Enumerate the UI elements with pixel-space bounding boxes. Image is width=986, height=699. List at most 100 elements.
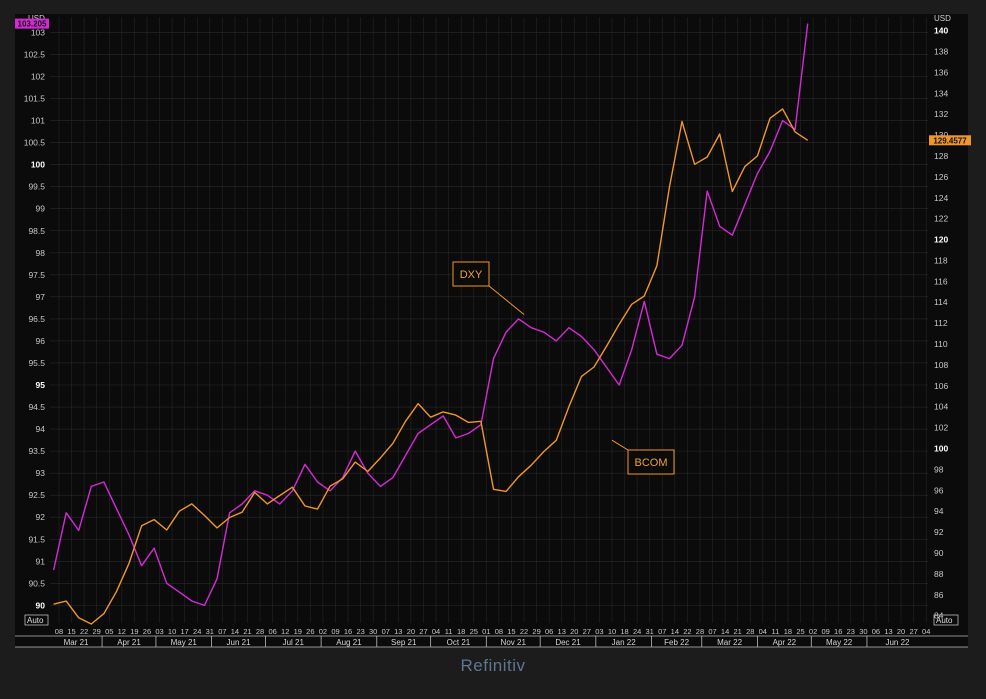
x-axis-day-label: 18: [784, 627, 792, 636]
x-axis-day-label: 20: [570, 627, 578, 636]
right-axis-tick-label: 106: [934, 381, 948, 391]
x-axis-day-label: 06: [268, 627, 276, 636]
series-line-bcom: [53, 108, 809, 625]
left-axis-tick-label: 94.5: [28, 402, 45, 412]
right-axis-tick-label: 104: [934, 402, 948, 412]
x-axis-day-label: 07: [218, 627, 226, 636]
x-axis-day-label: 25: [796, 627, 804, 636]
x-axis-day-label: 31: [646, 627, 654, 636]
x-axis-day-label: 08: [495, 627, 503, 636]
x-axis-month-label: Jan 22: [612, 638, 637, 647]
left-axis-tick-label: 91.5: [28, 534, 45, 544]
plot-area: [52, 23, 809, 625]
x-axis-day-label: 26: [143, 627, 151, 636]
last-value-tag-box: [929, 135, 971, 146]
left-axis-tick-label: 100: [31, 160, 45, 170]
x-axis-month-label: Aug 21: [336, 638, 362, 647]
last-value-tag-label: 103.205: [18, 20, 47, 29]
left-axis-tick-label: 91: [36, 556, 46, 566]
x-axis-day-label: 04: [759, 627, 767, 636]
right-axis-tick-label: 88: [934, 569, 944, 579]
x-axis-day-label: 27: [583, 627, 591, 636]
right-axis-tick-label: 128: [934, 151, 948, 161]
left-axis-tick-label: 97.5: [28, 270, 45, 280]
left-axis-tick-label: 95.5: [28, 358, 45, 368]
left-axis-tick-label: 103: [31, 27, 45, 37]
right-axis-tick-label: 100: [934, 444, 948, 454]
annotation-label: BCOM: [635, 457, 668, 469]
x-axis-day-label: 12: [118, 627, 126, 636]
x-axis-month-label: Sep 21: [391, 638, 417, 647]
x-axis-day-label: 19: [294, 627, 302, 636]
x-axis-day-label: 26: [306, 627, 314, 636]
x-axis-month-label: Mar 21: [64, 638, 89, 647]
x-axis-day-label: 29: [93, 627, 101, 636]
left-axis-tick-label: 92.5: [28, 490, 45, 500]
left-axis-tick-label: 90.5: [28, 578, 45, 588]
x-axis-day-label: 10: [168, 627, 176, 636]
x-axis-month-label: Nov 21: [501, 638, 527, 647]
x-axis-day-label: 14: [721, 627, 729, 636]
x-axis-day-label: 18: [620, 627, 628, 636]
left-axis-tick-label: 102: [31, 71, 45, 81]
left-axis-tick-label: 98: [36, 248, 46, 258]
left-axis-tick-label: 93.5: [28, 446, 45, 456]
x-axis-day-label: 20: [407, 627, 415, 636]
annotation-bcom: BCOM: [611, 439, 675, 475]
right-axis-tick-label: 120: [934, 235, 948, 245]
x-axis-day-label: 07: [708, 627, 716, 636]
x-axis-day-label: 13: [394, 627, 402, 636]
x-axis-day-label: 06: [872, 627, 880, 636]
x-axis-day-label: 28: [696, 627, 704, 636]
x-axis-day-label: 20: [897, 627, 905, 636]
last-value-tag-bcom: 129.4577: [929, 135, 971, 146]
right-axis-tick-label: 114: [934, 297, 948, 307]
left-axis-tick-label: 94: [36, 424, 46, 434]
x-axis-day-label: 30: [369, 627, 377, 636]
x-axis-month-label: Jul 21: [283, 638, 305, 647]
right-axis-tick-label: 92: [934, 527, 944, 537]
left-axis-tick-label: 97: [36, 292, 46, 302]
right-axis-unit: USD: [934, 14, 951, 23]
x-axis-day-label: 16: [344, 627, 352, 636]
right-scale-mode-box: [933, 614, 959, 626]
annotation-box: [627, 449, 675, 475]
x-axis-day-label: 04: [432, 627, 440, 636]
x-axis-day-label: 09: [821, 627, 829, 636]
right-axis-tick-label: 110: [934, 339, 948, 349]
x-axis-day-label: 22: [520, 627, 528, 636]
x-axis-month-label: May 21: [171, 638, 198, 647]
x-axis-day-label: 28: [256, 627, 264, 636]
x-axis-day-label: 04: [922, 627, 930, 636]
x-axis-day-label: 25: [470, 627, 478, 636]
series-line-dxy: [52, 23, 809, 607]
grid-lines: [50, 17, 928, 623]
x-axis-day-label: 03: [155, 627, 163, 636]
x-axis-day-label: 13: [558, 627, 566, 636]
right-scale-mode-label: Auto: [936, 616, 953, 625]
left-axis-tick-label: 99.5: [28, 182, 45, 192]
right-axis-tick-label: 118: [934, 255, 948, 265]
x-axis-month-label: Dec 21: [555, 638, 581, 647]
right-axis-tick-label: 122: [934, 214, 948, 224]
x-axis-day-label: 11: [771, 627, 779, 636]
left-axis-tick-label: 96: [36, 336, 46, 346]
x-axis-day-label: 02: [809, 627, 817, 636]
right-axis: USD 84 86 88 90 92 94 96 98 100 102 104 106 108 110 112…: [933, 14, 959, 626]
left-axis-tick-label: 101.5: [24, 94, 46, 104]
right-axis-tick-label: 138: [934, 46, 948, 56]
x-axis-day-label: 24: [633, 627, 641, 636]
x-axis-day-label: 01: [482, 627, 490, 636]
x-axis-day-label: 03: [595, 627, 603, 636]
x-axis-month-label: May 22: [826, 638, 853, 647]
left-axis-tick-label: 100.5: [24, 138, 46, 148]
x-axis-day-label: 05: [105, 627, 113, 636]
x-axis-day-label: 07: [382, 627, 390, 636]
left-axis-tick-label: 102.5: [24, 49, 46, 59]
x-axis-day-label: 14: [231, 627, 239, 636]
right-axis-tick-label: 132: [934, 109, 948, 119]
right-axis-tick-label: 124: [934, 193, 948, 203]
annotation-leader-line: [488, 285, 525, 315]
